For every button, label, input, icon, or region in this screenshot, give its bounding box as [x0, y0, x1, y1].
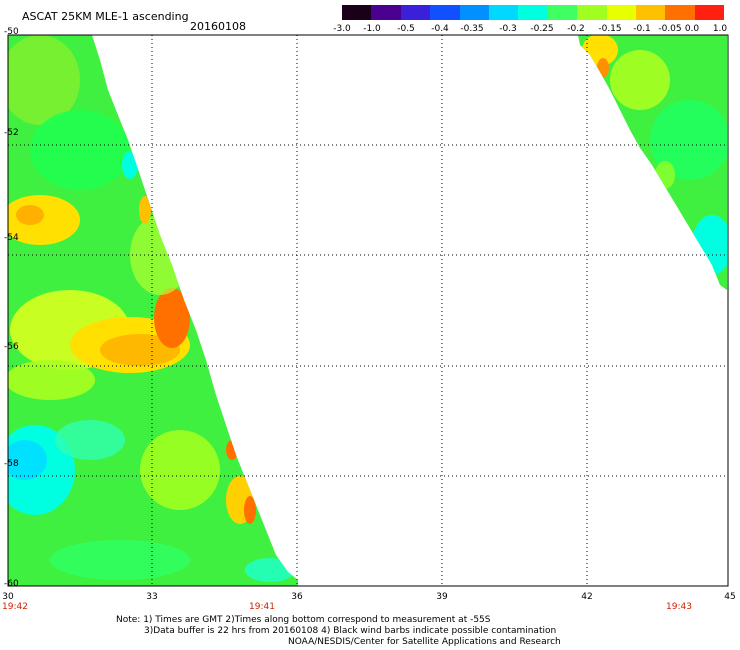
colorbar-label: -0.05 [658, 24, 682, 34]
colorbar-label: -0.4 [431, 24, 449, 34]
colorbar-label: 1.0 [712, 24, 728, 34]
colorbar-label: -3.0 [333, 24, 351, 34]
footnotes: Note: 1) Times are GMT 2)Times along bot… [116, 615, 561, 648]
colorbar-segment [547, 5, 578, 20]
lat-label: -58 [4, 459, 19, 469]
lat-label: -50 [4, 27, 19, 37]
colorbar-label: -0.1 [633, 24, 651, 34]
right-swath [578, 35, 727, 290]
colorbar-segment [430, 5, 460, 20]
swath-time: 19:41 [249, 602, 275, 612]
colorbar-label: -0.2 [567, 24, 585, 34]
colorbar-segment [371, 5, 401, 20]
lat-label: -54 [4, 233, 19, 243]
lon-label: 39 [436, 592, 448, 602]
colorbar-label: -0.25 [530, 24, 554, 34]
footnote-line: 3)Data buffer is 22 hrs from 20160108 4)… [144, 626, 557, 636]
colorbar-label: -0.3 [499, 24, 517, 34]
lat-label: -56 [4, 342, 19, 352]
colorbar-segment [459, 5, 489, 20]
colorbar-label: 0.0 [684, 24, 700, 34]
lon-label: 42 [581, 592, 593, 602]
lat-label: -52 [4, 128, 19, 138]
colorbar-segment [400, 5, 431, 20]
colorbar-label: -0.15 [598, 24, 622, 34]
footnote-line: NOAA/NESDIS/Center for Satellite Applica… [288, 637, 561, 647]
map-title: ASCAT 25KM MLE-1 ascending [22, 10, 189, 23]
map-gridlines [8, 35, 728, 586]
lon-label: 36 [291, 592, 303, 602]
colorbar-segment [665, 5, 695, 20]
colorbar-labels: -3.0 -1.0 -0.5 -0.4 -0.35 -0.3 -0.25 -0.… [330, 24, 740, 36]
lon-label: 33 [146, 592, 158, 602]
colorbar-segment [518, 5, 548, 20]
colorbar-segment [635, 5, 666, 20]
color-scale-bar [342, 5, 725, 20]
lon-label: 30 [2, 592, 14, 602]
colorbar-segment [577, 5, 607, 20]
lat-label: -60 [4, 579, 19, 589]
left-swath [8, 35, 298, 586]
swath-time: 19:43 [666, 602, 692, 612]
colorbar-segment [606, 5, 636, 20]
colorbar-label: -1.0 [363, 24, 381, 34]
colorbar-segment [488, 5, 519, 20]
colorbar-label: -0.5 [397, 24, 415, 34]
map-frame [7, 34, 729, 587]
colorbar-label: -0.35 [460, 24, 484, 34]
lon-label: 45 [724, 592, 736, 602]
colorbar-segment [694, 5, 725, 20]
colorbar-segment [342, 5, 372, 20]
swath-time: 19:42 [2, 602, 28, 612]
footnote-line: Note: 1) Times are GMT 2)Times along bot… [116, 615, 491, 625]
map-date: 20160108 [190, 20, 246, 33]
